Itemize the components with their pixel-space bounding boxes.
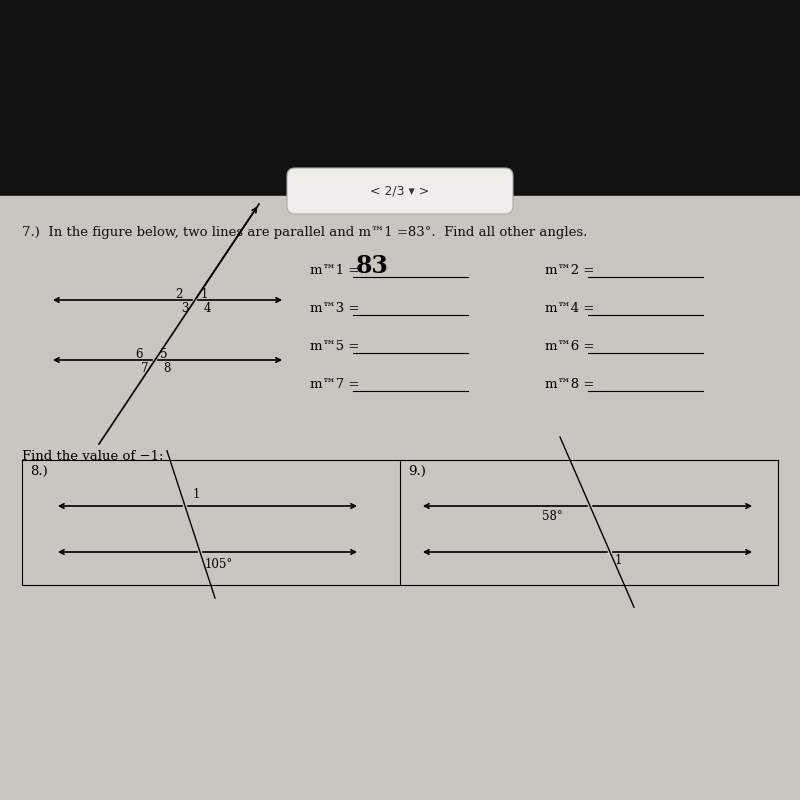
Text: 5: 5	[160, 347, 168, 361]
Text: 1: 1	[615, 554, 622, 567]
Text: 7.)  In the figure below, two lines are parallel and m™1 =83°.  Find all other a: 7.) In the figure below, two lines are p…	[22, 226, 587, 239]
Text: 3: 3	[182, 302, 189, 315]
Text: m™6 =: m™6 =	[545, 339, 594, 353]
Text: m™5 =: m™5 =	[310, 339, 359, 353]
Text: Find the value of −1:: Find the value of −1:	[22, 450, 163, 463]
Text: m™7 =: m™7 =	[310, 378, 359, 390]
Text: 7: 7	[142, 362, 149, 375]
FancyBboxPatch shape	[287, 168, 513, 214]
Text: m™4 =: m™4 =	[545, 302, 594, 314]
Text: 8: 8	[163, 362, 170, 375]
Text: 9.): 9.)	[408, 465, 426, 478]
Text: < 2/3 ▾ >: < 2/3 ▾ >	[370, 185, 430, 198]
Text: 4: 4	[203, 302, 210, 315]
Text: 105°: 105°	[205, 558, 234, 571]
Text: 6: 6	[135, 347, 142, 361]
Text: 1: 1	[200, 287, 208, 301]
Text: 1: 1	[193, 488, 200, 501]
Text: 2: 2	[175, 287, 182, 301]
Text: m™8 =: m™8 =	[545, 378, 594, 390]
Text: m™3 =: m™3 =	[310, 302, 359, 314]
Text: 83: 83	[356, 254, 389, 278]
Text: 8.): 8.)	[30, 465, 48, 478]
Text: 58°: 58°	[542, 510, 562, 523]
Text: m™1 =: m™1 =	[310, 263, 359, 277]
Text: m™2 =: m™2 =	[545, 263, 594, 277]
